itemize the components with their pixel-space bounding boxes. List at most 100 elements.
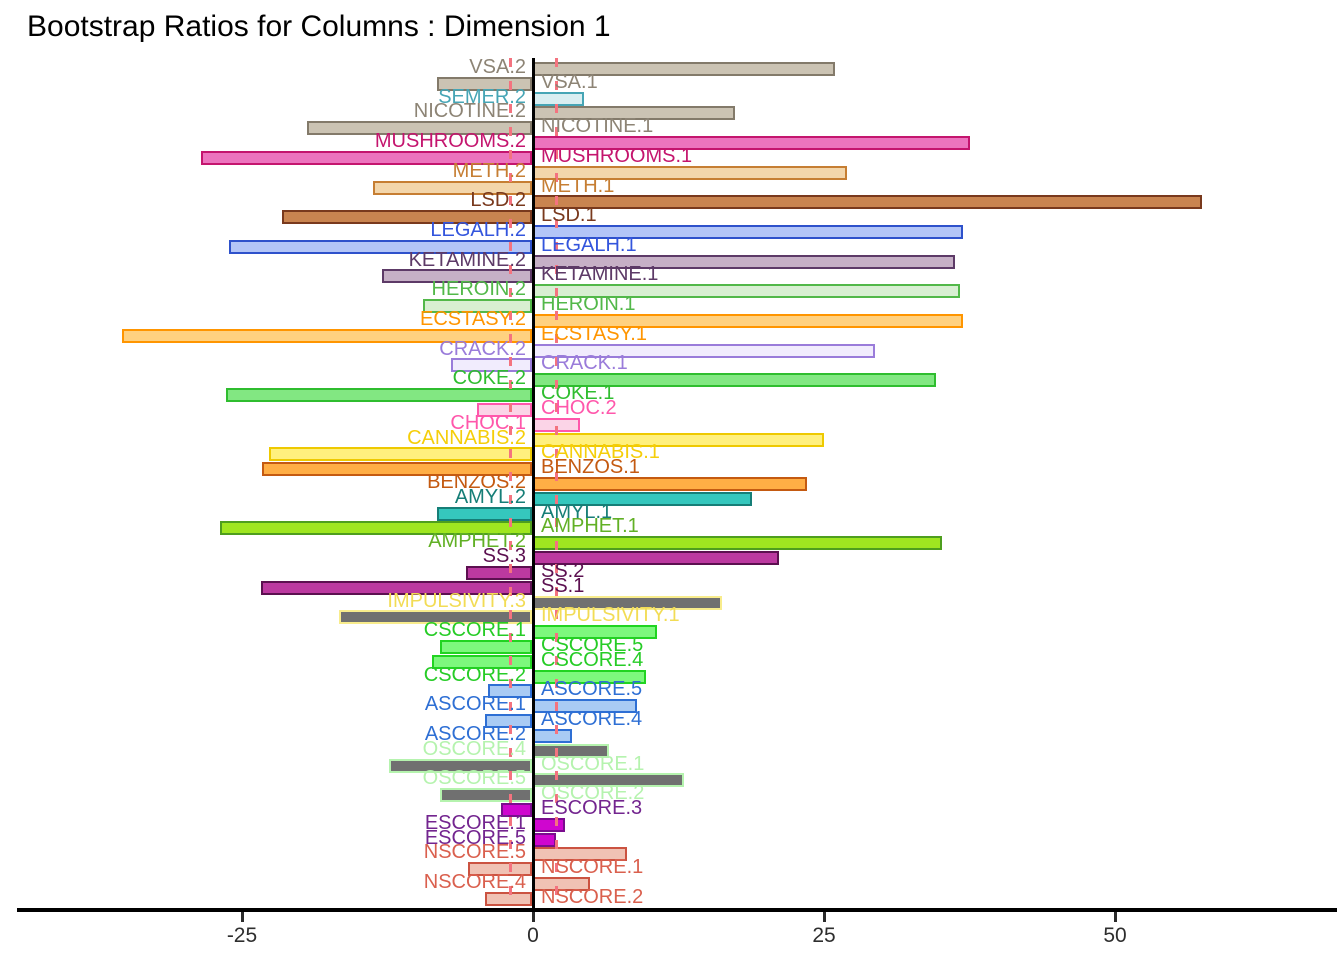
bar-label-ASCORE.2: ASCORE.2: [424, 722, 526, 745]
bar-label-MUSHROOMS.1: MUSHROOMS.1: [541, 144, 693, 167]
bar-CSCORE.4: [431, 654, 532, 669]
bar-ESCORE.5: [532, 832, 557, 847]
bar-label-KETAMINE.2: KETAMINE.2: [408, 248, 526, 271]
bar-label-MUSHROOMS.2: MUSHROOMS.2: [374, 130, 526, 153]
bar-NICOTINE.1: [307, 121, 532, 136]
threshold-line: [508, 58, 512, 908]
bar-label-KETAMINE.1: KETAMINE.1: [541, 263, 659, 286]
bar-label-LSD.1: LSD.1: [541, 204, 597, 227]
bar-label-VSA.2: VSA.2: [469, 56, 526, 78]
bar-label-METH.1: METH.1: [541, 174, 615, 197]
bar-IMPULSIVITY.1: [338, 610, 532, 625]
bar-label-LSD.2: LSD.2: [470, 189, 526, 212]
bar-COKE.1: [225, 388, 532, 403]
bar-CSCORE.5: [440, 639, 532, 654]
bar-label-ECSTASY.2: ECSTASY.2: [420, 307, 526, 330]
bar-ESCORE.1: [532, 817, 565, 832]
x-tick: [1114, 912, 1117, 922]
bar-label-CANNABIS.1: CANNABIS.1: [541, 441, 660, 464]
bar-LEGALH.1: [229, 239, 532, 254]
bar-ASCORE.4: [485, 714, 532, 729]
x-tick: [241, 912, 244, 922]
bar-label-CANNABIS.2: CANNABIS.2: [407, 426, 526, 449]
bar-label-SS.1: SS.1: [541, 574, 585, 597]
bar-label-BENZOS.1: BENZOS.1: [541, 456, 640, 479]
bar-AMYL.1: [436, 506, 532, 521]
bar-label-IMPULSIVITY.1: IMPULSIVITY.1: [541, 604, 680, 627]
bar-label-HEROIN.1: HEROIN.1: [541, 293, 636, 316]
bar-AMPHET.1: [220, 521, 532, 536]
zero-axis-line: [532, 58, 535, 910]
bar-METH.1: [372, 180, 532, 195]
threshold-line: [555, 58, 559, 908]
bar-label-NSCORE.5: NSCORE.5: [423, 841, 526, 864]
bar-label-SS.3: SS.3: [482, 545, 526, 568]
bar-KETAMINE.1: [381, 269, 532, 284]
bar-label-SEMER.2: SEMER.2: [438, 85, 526, 108]
bar-NSCORE.2: [485, 891, 532, 906]
bar-label-BENZOS.2: BENZOS.2: [427, 470, 526, 493]
bar-label-ESCORE.3: ESCORE.3: [541, 797, 643, 819]
bar-label-COKE.2: COKE.2: [452, 367, 526, 390]
bar-label-CSCORE.4: CSCORE.4: [541, 648, 644, 671]
bar-label-NSCORE.4: NSCORE.4: [423, 871, 526, 894]
bar-label-HEROIN.2: HEROIN.2: [431, 278, 526, 301]
bar-label-ECSTASY.1: ECSTASY.1: [541, 322, 647, 345]
bar-label-AMYL.1: AMYL.1: [541, 500, 613, 523]
bar-label-ESCORE.5: ESCORE.5: [424, 826, 526, 849]
bar-SS.2: [465, 565, 532, 580]
bar-label-AMPHET.1: AMPHET.1: [541, 515, 639, 538]
bar-label-NICOTINE.1: NICOTINE.1: [541, 115, 654, 138]
bar-label-CRACK.1: CRACK.1: [541, 352, 628, 375]
bar-ECSTASY.1: [122, 328, 532, 343]
bar-label-SS.2: SS.2: [541, 559, 585, 582]
bar-label-ASCORE.4: ASCORE.4: [541, 708, 643, 731]
bar-label-CRACK.2: CRACK.2: [439, 337, 526, 360]
bar-ASCORE.2: [532, 728, 572, 743]
bar-label-CSCORE.5: CSCORE.5: [541, 633, 644, 656]
bar-CANNABIS.1: [268, 447, 532, 462]
bar-label-AMPHET.2: AMPHET.2: [428, 530, 526, 553]
bar-CHOC.2: [477, 402, 532, 417]
bar-label-AMYL.2: AMYL.2: [454, 485, 526, 508]
bar-NSCORE.1: [467, 862, 532, 877]
bar-label-CSCORE.1: CSCORE.1: [423, 619, 526, 642]
bar-label-NSCORE.2: NSCORE.2: [541, 885, 644, 908]
bar-VSA.1: [436, 76, 532, 91]
bar-label-LEGALH.1: LEGALH.1: [541, 233, 637, 256]
bar-label-OSCORE.5: OSCORE.5: [422, 767, 526, 790]
bar-label-NICOTINE.2: NICOTINE.2: [413, 100, 526, 123]
bar-BENZOS.2: [532, 476, 807, 491]
bar-BENZOS.1: [261, 462, 532, 477]
x-tick: [823, 912, 826, 922]
bar-OSCORE.2: [440, 788, 532, 803]
bar-ESCORE.3: [500, 803, 532, 817]
bar-label-OSCORE.2: OSCORE.2: [541, 782, 645, 805]
bar-label-NSCORE.1: NSCORE.1: [541, 856, 644, 879]
bar-MUSHROOMS.1: [201, 150, 532, 165]
bar-label-ASCORE.5: ASCORE.5: [541, 678, 643, 701]
bar-label-COKE.1: COKE.1: [541, 382, 615, 405]
bar-label-ASCORE.1: ASCORE.1: [424, 693, 526, 716]
bar-HEROIN.1: [422, 299, 532, 314]
chart-title: Bootstrap Ratios for Columns : Dimension…: [27, 10, 611, 43]
x-tick-label: 50: [1103, 924, 1127, 947]
bar-label-CHOC.1: CHOC.1: [450, 411, 526, 434]
x-tick: [532, 912, 535, 922]
x-axis-line: [17, 908, 1337, 912]
bar-label-OSCORE.4: OSCORE.4: [422, 737, 526, 760]
bar-LSD.1: [281, 210, 532, 225]
bar-AMPHET.2: [532, 536, 942, 551]
bar-label-METH.2: METH.2: [452, 159, 526, 182]
bar-SS.1: [260, 580, 532, 595]
bar-label-OSCORE.1: OSCORE.1: [541, 752, 645, 775]
bar-label-VSA.1: VSA.1: [541, 70, 598, 93]
x-tick-label: 25: [812, 924, 836, 947]
bar-label-CSCORE.2: CSCORE.2: [423, 663, 526, 686]
bar-label-IMPULSIVITY.3: IMPULSIVITY.3: [387, 589, 526, 612]
x-tick-label: 0: [527, 924, 539, 947]
bar-label-ESCORE.1: ESCORE.1: [424, 811, 526, 834]
bar-label-LEGALH.2: LEGALH.2: [430, 219, 526, 242]
bar-OSCORE.1: [388, 758, 532, 773]
